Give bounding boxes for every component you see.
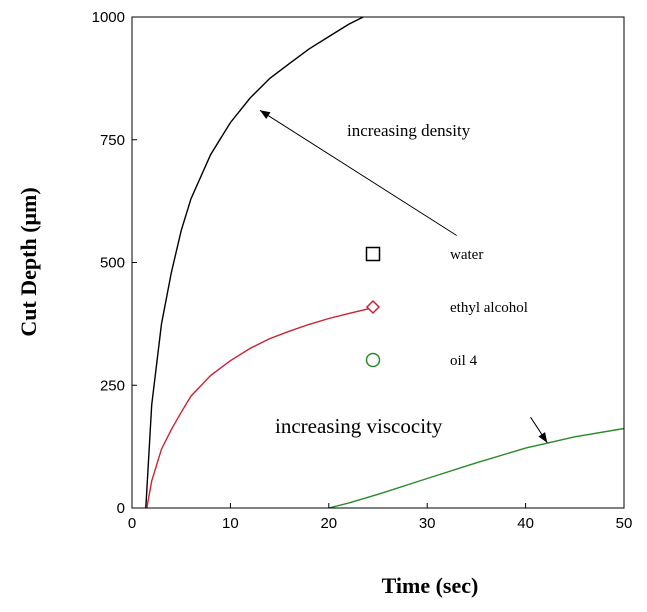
legend-label: ethyl alcohol xyxy=(450,300,528,316)
arrowhead-icon xyxy=(259,110,271,120)
annotation-arrow-line xyxy=(259,109,457,236)
arrowhead-icon xyxy=(538,432,548,443)
y-tick-label: 0 xyxy=(117,500,125,517)
annotation-increasing-viscocity: increasing viscocity xyxy=(275,414,548,443)
series-line-ethyl-alcohol xyxy=(146,307,374,509)
x-tick-label: 10 xyxy=(222,515,239,532)
annotations: increasing density increasing viscocity xyxy=(259,109,548,443)
annotation-increasing-density: increasing density xyxy=(259,109,471,236)
y-axis-title: Cut Depth (μm) xyxy=(16,187,41,336)
legend: water ethyl alcohol oil 4 xyxy=(365,246,528,369)
series-line-water xyxy=(145,16,364,509)
series-line-oil-4 xyxy=(328,427,625,509)
square-marker-icon xyxy=(365,246,381,262)
diamond-marker-icon xyxy=(365,299,381,315)
x-axis-title: Time (sec) xyxy=(382,573,479,598)
annotation-text: increasing density xyxy=(347,121,471,140)
y-tick-label: 750 xyxy=(100,132,125,149)
x-tick-label: 50 xyxy=(616,515,633,532)
y-tick-label: 250 xyxy=(100,377,125,394)
legend-item-ethyl-alcohol: ethyl alcohol xyxy=(365,299,528,316)
x-tick-label: 30 xyxy=(419,515,436,532)
series-curves xyxy=(145,16,625,509)
legend-item-oil-4: oil 4 xyxy=(365,352,478,369)
x-tick-label: 20 xyxy=(320,515,337,532)
legend-label: water xyxy=(450,247,483,263)
x-tick-label: 40 xyxy=(517,515,534,532)
legend-item-water: water xyxy=(365,246,483,263)
annotation-text: increasing viscocity xyxy=(275,414,443,438)
y-tick-label: 500 xyxy=(100,255,125,272)
y-tick-label: 1000 xyxy=(92,9,125,26)
circle-marker-icon xyxy=(365,352,381,368)
legend-label: oil 4 xyxy=(450,353,478,369)
x-tick-label: 0 xyxy=(128,515,136,532)
